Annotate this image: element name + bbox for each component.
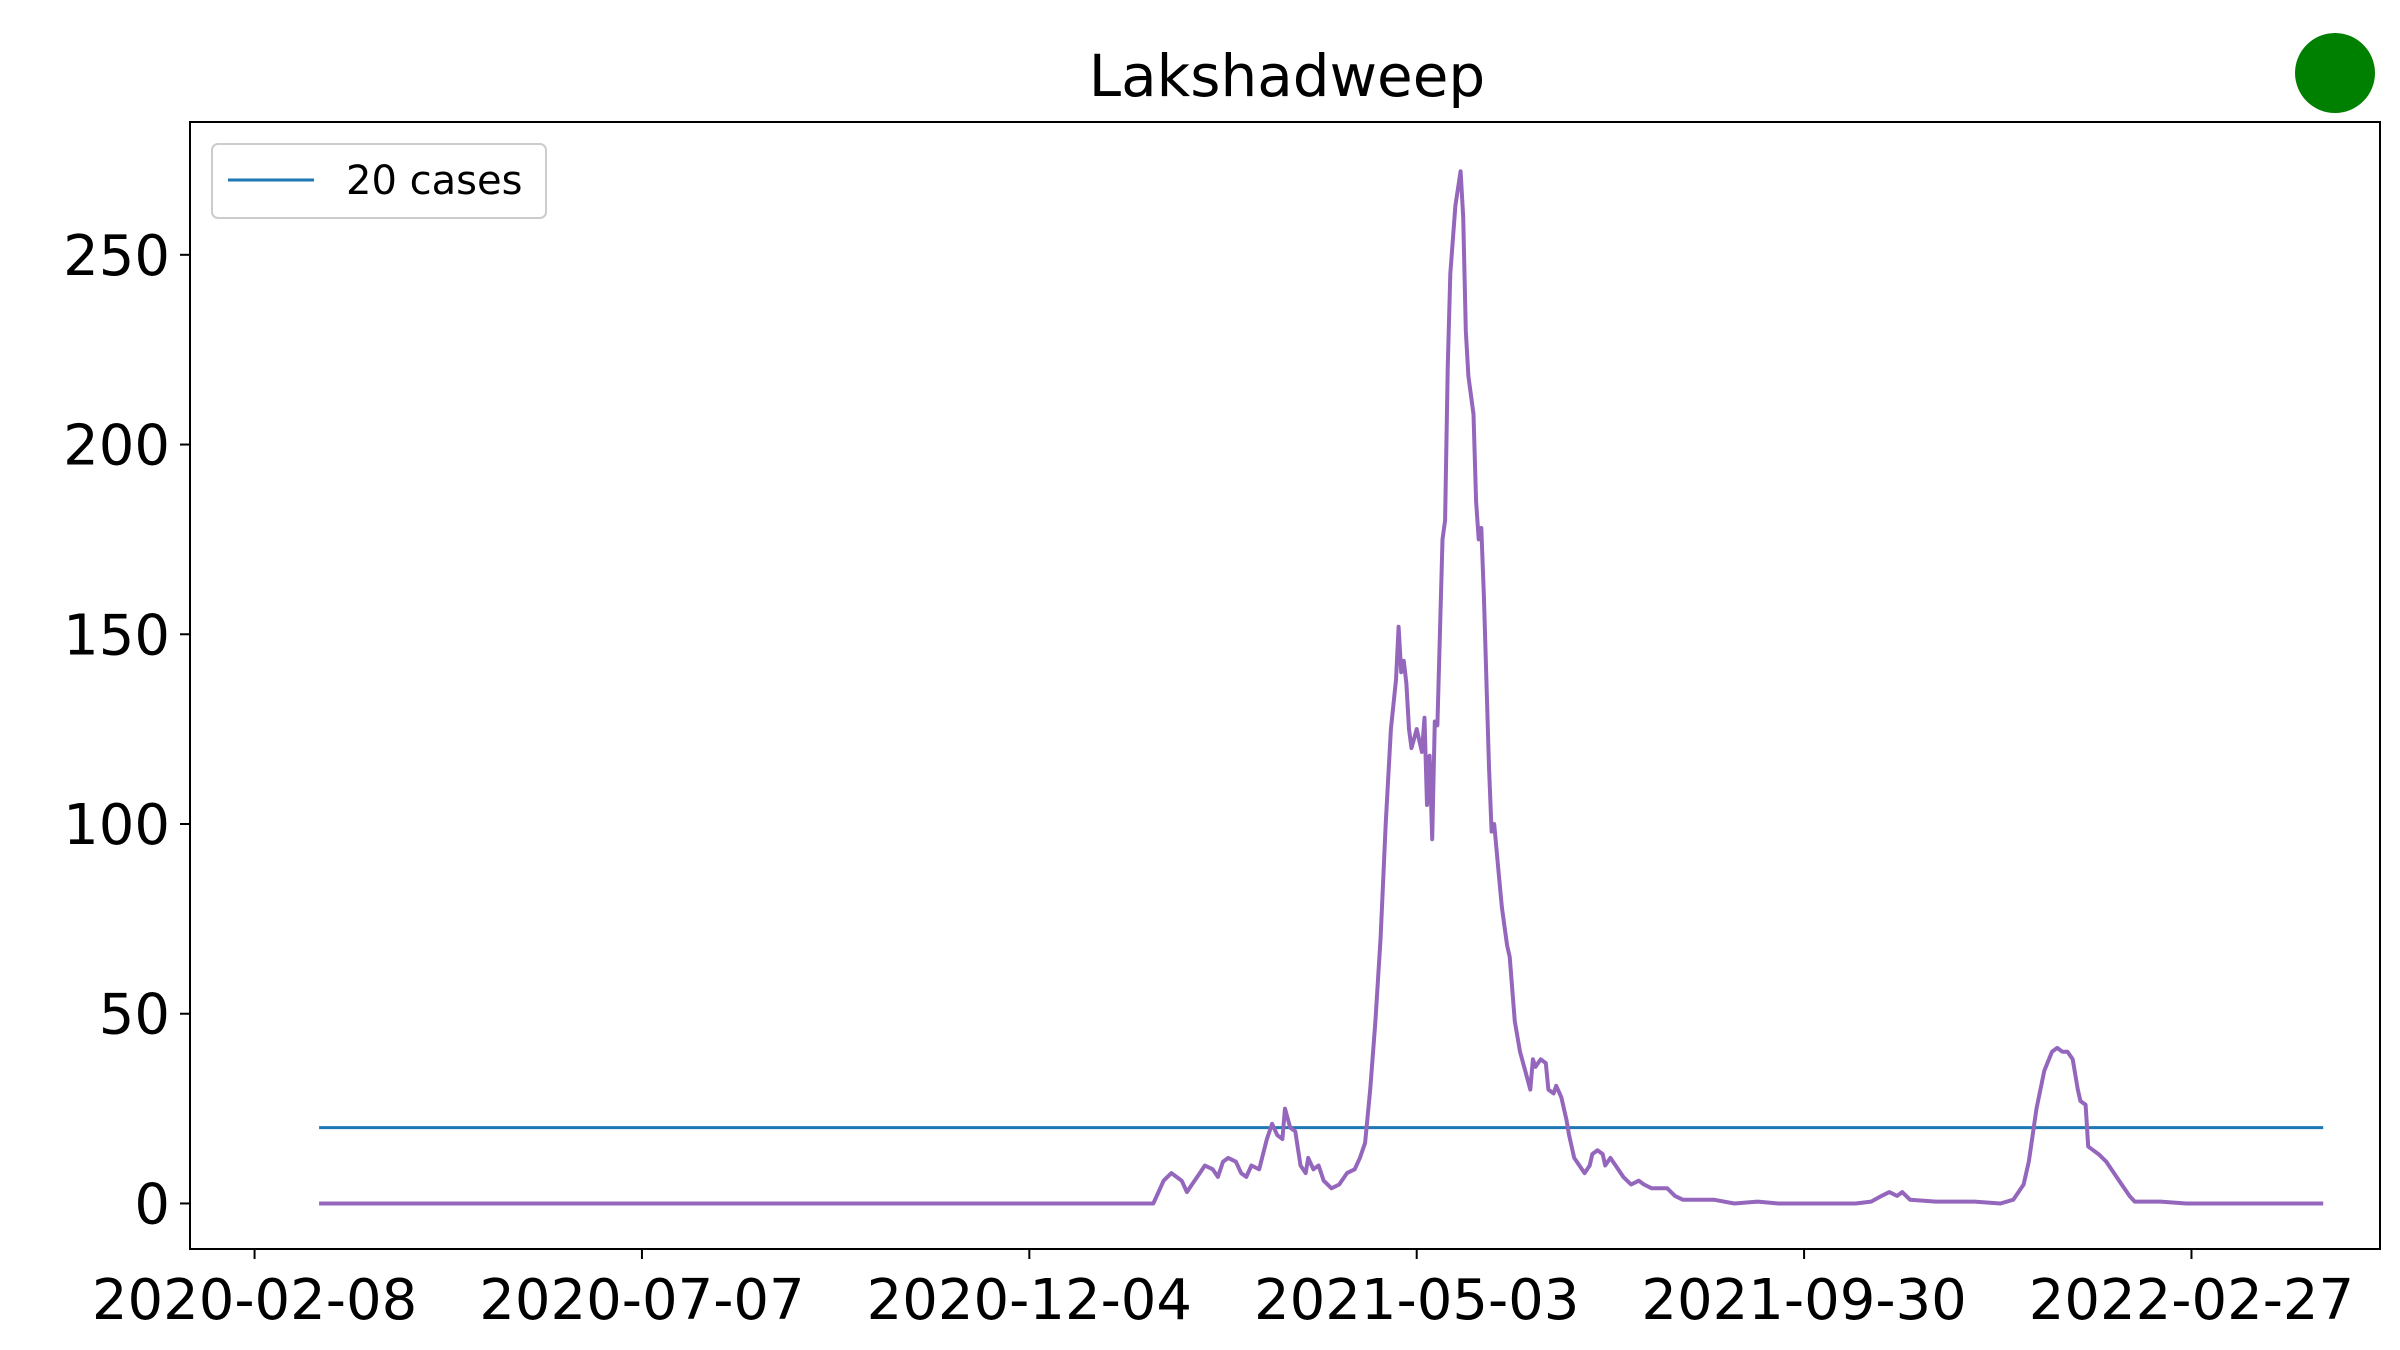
chart-title: Lakshadweep bbox=[1089, 42, 1485, 110]
x-tick-label: 2021-09-30 bbox=[1641, 1268, 1966, 1333]
axes: 0 50 100 150 200 250 2020-02-08 2020-07-07 2020-… bbox=[63, 224, 2354, 1333]
status-marker bbox=[2295, 33, 2375, 113]
y-tick-label: 50 bbox=[99, 983, 170, 1048]
y-tick-label: 150 bbox=[63, 603, 170, 668]
legend-box bbox=[211, 143, 547, 219]
legend-label: 20 cases bbox=[346, 158, 522, 204]
x-tick-label: 2020-12-04 bbox=[867, 1268, 1192, 1333]
plot-frame bbox=[189, 121, 2381, 1250]
y-tick-label: 200 bbox=[63, 414, 170, 479]
x-tick-label: 2020-07-07 bbox=[479, 1268, 804, 1333]
x-tick-label: 2022-02-27 bbox=[2029, 1268, 2354, 1333]
legend: 20 cases bbox=[211, 143, 547, 219]
y-tick-label: 100 bbox=[63, 793, 170, 858]
x-tick-label: 2021-05-03 bbox=[1254, 1268, 1579, 1333]
y-tick-label: 250 bbox=[63, 224, 170, 289]
daily-cases-line bbox=[319, 169, 2324, 1206]
y-tick-label: 0 bbox=[134, 1172, 170, 1237]
x-tick-label: 2020-02-08 bbox=[92, 1268, 417, 1333]
plot-area bbox=[319, 169, 2324, 1206]
